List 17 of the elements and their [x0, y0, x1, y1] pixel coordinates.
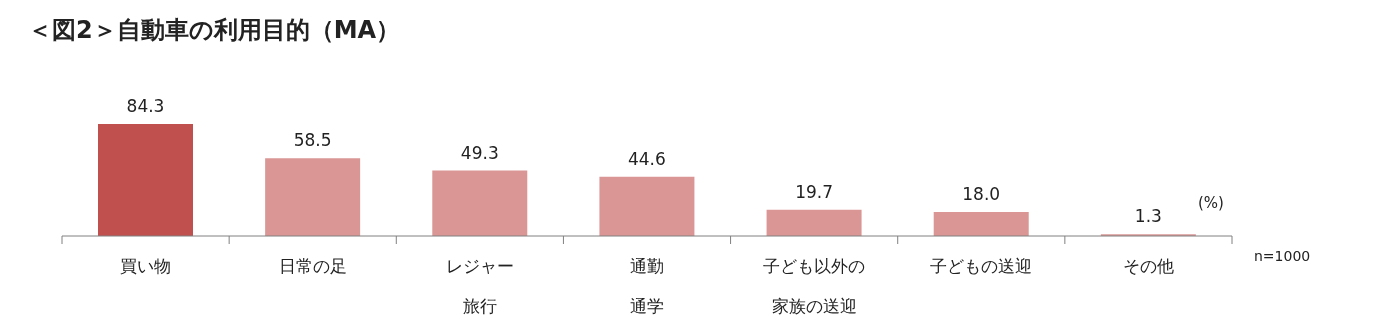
x-tick-label: その他: [1122, 256, 1174, 276]
data-label: 58.5: [293, 130, 332, 151]
data-label: 49.3: [460, 142, 499, 163]
text: n=1000: [1254, 248, 1311, 264]
annotation: (%): [1198, 194, 1224, 212]
x-tick-label: 子どもの送迎: [930, 256, 1033, 276]
chart-title: ＜図2＞自動車の利用目的（MA）: [28, 15, 401, 46]
data-label: 18.0: [962, 184, 1001, 205]
x-tick-label: 日常の足: [278, 256, 347, 276]
data-label: 1.3: [1134, 206, 1162, 227]
x-tick-label: 子ども以外の家族の送迎: [763, 256, 866, 316]
data-label: 84.3: [126, 96, 165, 116]
x-tick-label: 通勤通学: [630, 256, 664, 316]
data-label: 44.6: [628, 148, 666, 169]
x-tick-label: レジャー旅行: [445, 256, 514, 316]
x-tick-label: 買い物: [120, 256, 172, 276]
data-label: 19.7: [795, 181, 833, 202]
